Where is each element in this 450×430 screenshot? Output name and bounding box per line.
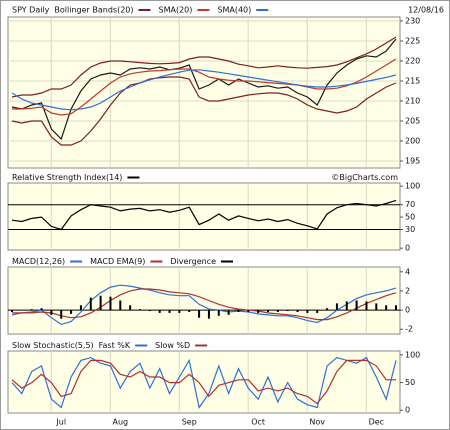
- y-tick-label: 70: [405, 200, 415, 209]
- histogram-bar: [30, 309, 33, 311]
- y-tick-label: -2: [405, 325, 413, 334]
- y-tick-label: 0: [405, 244, 410, 253]
- legend-label: MACD(12,26): [12, 257, 65, 266]
- histogram-bar: [237, 310, 240, 312]
- x-tick-label: Jul: [55, 418, 66, 427]
- histogram-bar: [50, 310, 53, 315]
- y-tick-label: 205: [405, 117, 420, 126]
- series-line: [12, 288, 397, 321]
- legend-label: SMA(20): [159, 6, 193, 15]
- histogram-bar: [198, 310, 201, 318]
- y-tick-label: 200: [405, 137, 420, 146]
- plot-area: [7, 266, 401, 335]
- histogram-bar: [286, 310, 289, 312]
- histogram-bar: [119, 300, 122, 311]
- histogram-bar: [276, 310, 279, 312]
- histogram-bar: [296, 310, 299, 312]
- x-tick-label: Dec: [369, 418, 384, 427]
- y-tick-label: 210: [405, 97, 420, 106]
- x-tick-label: Aug: [112, 418, 128, 427]
- legend-label: Fast %K: [99, 341, 131, 350]
- histogram-bar: [109, 296, 112, 311]
- histogram-bar: [365, 301, 368, 311]
- legend-label: MACD EMA(9): [90, 257, 145, 266]
- plot-area: [7, 182, 401, 251]
- histogram-bar: [217, 310, 220, 316]
- x-tick-label: Nov: [309, 418, 325, 427]
- histogram-bar: [168, 310, 171, 313]
- panel-title: SPY Daily: [12, 6, 50, 15]
- chart-date: 12/08/16: [408, 6, 444, 15]
- histogram-bar: [326, 308, 329, 311]
- histogram-bar: [139, 309, 141, 311]
- y-tick-label: 2: [405, 286, 410, 295]
- histogram-bar: [395, 305, 397, 311]
- y-tick-label: 30: [405, 225, 415, 234]
- histogram-bar: [148, 310, 151, 312]
- y-tick-label: 230: [405, 17, 420, 26]
- x-tick-label: Oct: [251, 418, 265, 427]
- plot-area: [7, 350, 401, 414]
- y-tick-label: 215: [405, 77, 420, 86]
- histogram-bar: [385, 305, 388, 311]
- series-line: [11, 69, 397, 111]
- histogram-bar: [60, 310, 63, 319]
- series-line: [11, 38, 397, 141]
- histogram-bar: [227, 310, 230, 315]
- histogram-bar: [267, 310, 269, 312]
- legend-label: Slow %D: [155, 341, 190, 350]
- series-line: [11, 359, 396, 405]
- histogram-bar: [11, 310, 13, 312]
- histogram-bar: [355, 300, 358, 311]
- credit: ©BigCharts.com: [331, 173, 398, 182]
- x-tick-label: Sep: [182, 418, 197, 427]
- series-line: [11, 356, 397, 409]
- histogram-bar: [99, 295, 102, 311]
- legend-label: Bollinger Bands(20): [54, 6, 133, 15]
- y-tick-label: 0: [405, 306, 410, 315]
- histogram-bar: [158, 310, 161, 313]
- y-tick-label: 195: [405, 157, 420, 166]
- histogram-bar: [40, 308, 43, 311]
- histogram-bar: [316, 310, 319, 313]
- histogram-bar: [129, 305, 132, 311]
- histogram-bar: [247, 310, 250, 312]
- y-tick-label: 0: [405, 406, 410, 415]
- histogram-bar: [178, 310, 181, 313]
- series-line: [11, 36, 397, 98]
- legend-label: Relative Strength Index(14): [12, 173, 122, 182]
- histogram-bar: [79, 305, 82, 311]
- histogram-bar: [207, 310, 210, 319]
- panel-title: Slow Stochastic(5,5): [12, 341, 94, 350]
- histogram-bar: [375, 303, 378, 311]
- legend-label: SMA(40): [217, 6, 251, 15]
- histogram-bar: [188, 310, 191, 312]
- series-line: [11, 199, 397, 231]
- histogram-bar: [335, 303, 338, 311]
- series-line: [12, 58, 397, 116]
- histogram-bar: [257, 310, 260, 313]
- y-tick-label: 4: [405, 267, 410, 276]
- plot-area: [7, 16, 401, 169]
- y-tick-label: 100: [405, 182, 420, 191]
- legend-label: Divergence: [170, 257, 216, 266]
- histogram-bar: [306, 310, 309, 313]
- series-line: [11, 76, 397, 146]
- histogram-bar: [70, 310, 73, 314]
- histogram-bar: [345, 301, 348, 311]
- y-tick-label: 225: [405, 37, 420, 46]
- histogram-bar: [89, 297, 92, 311]
- y-tick-label: 50: [405, 378, 415, 387]
- y-tick-label: 220: [405, 57, 420, 66]
- y-tick-label: 100: [405, 350, 420, 359]
- y-tick-label: 50: [405, 213, 415, 222]
